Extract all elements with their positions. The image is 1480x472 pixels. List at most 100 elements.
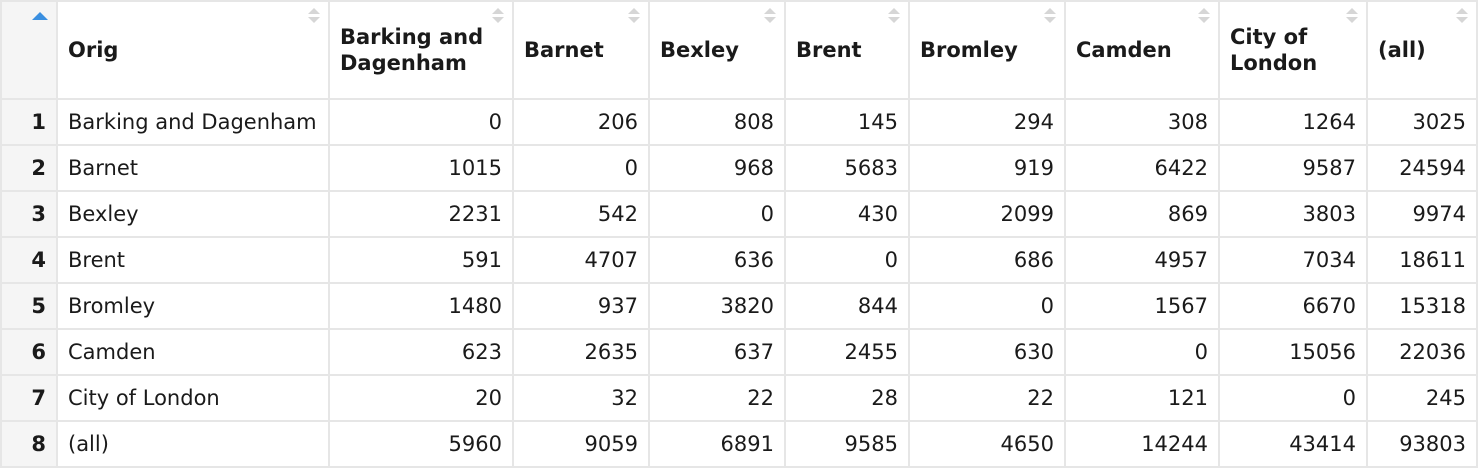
row-index: 5 (0, 282, 58, 330)
sort-arrows-icon (308, 8, 320, 26)
table-row: 7 City of London 20 32 22 28 22 121 0 24… (0, 374, 1478, 422)
column-header-label: Camden (1076, 38, 1172, 62)
table-cell: 5683 (784, 144, 910, 192)
table-cell: 9059 (512, 420, 650, 468)
column-header-label: Bexley (660, 38, 739, 62)
table-cell: 32 (512, 374, 650, 422)
sort-arrows-icon (1044, 8, 1056, 26)
column-header-brent[interactable]: Brent (784, 0, 910, 100)
row-index: 3 (0, 190, 58, 238)
table-cell: 3820 (648, 282, 786, 330)
table-cell: 5960 (328, 420, 514, 468)
column-header-orig[interactable]: Orig (56, 0, 330, 100)
table-cell: 430 (784, 190, 910, 238)
table-cell: 22 (908, 374, 1066, 422)
table-cell: 2455 (784, 328, 910, 376)
table-cell: 1567 (1064, 282, 1220, 330)
table-cell: 24594 (1366, 144, 1478, 192)
table-cell: 919 (908, 144, 1066, 192)
row-index: 1 (0, 98, 58, 146)
table-cell: 869 (1064, 190, 1220, 238)
table-cell: 0 (908, 282, 1066, 330)
table-cell: 0 (512, 144, 650, 192)
table-cell: 15056 (1218, 328, 1368, 376)
table-cell: 9587 (1218, 144, 1368, 192)
column-header-camden[interactable]: Camden (1064, 0, 1220, 100)
column-header-label: Brent (796, 38, 862, 62)
table-cell: 4650 (908, 420, 1066, 468)
table-cell: 22 (648, 374, 786, 422)
table-cell: 43414 (1218, 420, 1368, 468)
cell-orig: Brent (56, 236, 330, 284)
table-row: 6 Camden 623 2635 637 2455 630 0 15056 2… (0, 328, 1478, 376)
table-cell: 4707 (512, 236, 650, 284)
column-header-label: Orig (68, 38, 119, 62)
table-cell: 623 (328, 328, 514, 376)
table-cell: 937 (512, 282, 650, 330)
table-cell: 2635 (512, 328, 650, 376)
table-row: 4 Brent 591 4707 636 0 686 4957 7034 186… (0, 236, 1478, 284)
table-cell: 18611 (1366, 236, 1478, 284)
table-cell: 808 (648, 98, 786, 146)
table-cell: 28 (784, 374, 910, 422)
table-cell: 636 (648, 236, 786, 284)
table-cell: 0 (784, 236, 910, 284)
column-header-label: City of London (1230, 25, 1318, 75)
table-cell: 968 (648, 144, 786, 192)
row-index-header[interactable] (0, 0, 58, 100)
column-header-label: Barnet (524, 38, 604, 62)
column-header-bexley[interactable]: Bexley (648, 0, 786, 100)
sort-ascending-icon (32, 12, 48, 20)
table-cell: 2099 (908, 190, 1066, 238)
sort-arrows-icon (628, 8, 640, 26)
table-cell: 6422 (1064, 144, 1220, 192)
row-index: 6 (0, 328, 58, 376)
table-cell: 542 (512, 190, 650, 238)
cell-orig: Camden (56, 328, 330, 376)
table-cell: 15318 (1366, 282, 1478, 330)
table-cell: 9585 (784, 420, 910, 468)
table-cell: 6891 (648, 420, 786, 468)
sort-arrows-icon (764, 8, 776, 26)
row-index: 8 (0, 420, 58, 468)
table-cell: 9974 (1366, 190, 1478, 238)
table-cell: 0 (328, 98, 514, 146)
sort-arrows-icon (1456, 8, 1468, 26)
table-cell: 0 (648, 190, 786, 238)
column-header-barking-and-dagenham[interactable]: Barking and Dagenham (328, 0, 514, 100)
table-cell: 6670 (1218, 282, 1368, 330)
table-row: 3 Bexley 2231 542 0 430 2099 869 3803 99… (0, 190, 1478, 238)
header-row: Orig Barking and Dagenham Barnet Bexley … (0, 0, 1478, 100)
table-cell: 637 (648, 328, 786, 376)
sort-arrows-icon (492, 8, 504, 26)
table-cell: 630 (908, 328, 1066, 376)
cell-orig: (all) (56, 420, 330, 468)
table-row: 5 Bromley 1480 937 3820 844 0 1567 6670 … (0, 282, 1478, 330)
table-cell: 1264 (1218, 98, 1368, 146)
column-header-bromley[interactable]: Bromley (908, 0, 1066, 100)
column-header-city-of-london[interactable]: City of London (1218, 0, 1368, 100)
cell-orig: Barking and Dagenham (56, 98, 330, 146)
column-header-barnet[interactable]: Barnet (512, 0, 650, 100)
column-header-label: Bromley (920, 38, 1018, 62)
table-cell: 844 (784, 282, 910, 330)
table-row: 8 (all) 5960 9059 6891 9585 4650 14244 4… (0, 420, 1478, 468)
table-cell: 121 (1064, 374, 1220, 422)
row-index: 2 (0, 144, 58, 192)
table-cell: 245 (1366, 374, 1478, 422)
table-cell: 686 (908, 236, 1066, 284)
table-cell: 206 (512, 98, 650, 146)
column-header-all[interactable]: (all) (1366, 0, 1478, 100)
table-cell: 308 (1064, 98, 1220, 146)
column-header-label: (all) (1378, 38, 1426, 62)
table-cell: 294 (908, 98, 1066, 146)
table-cell: 20 (328, 374, 514, 422)
cell-orig: Bexley (56, 190, 330, 238)
table-cell: 1015 (328, 144, 514, 192)
table-cell: 14244 (1064, 420, 1220, 468)
table-cell: 0 (1064, 328, 1220, 376)
sort-arrows-icon (1346, 8, 1358, 26)
table-cell: 22036 (1366, 328, 1478, 376)
cell-orig: City of London (56, 374, 330, 422)
